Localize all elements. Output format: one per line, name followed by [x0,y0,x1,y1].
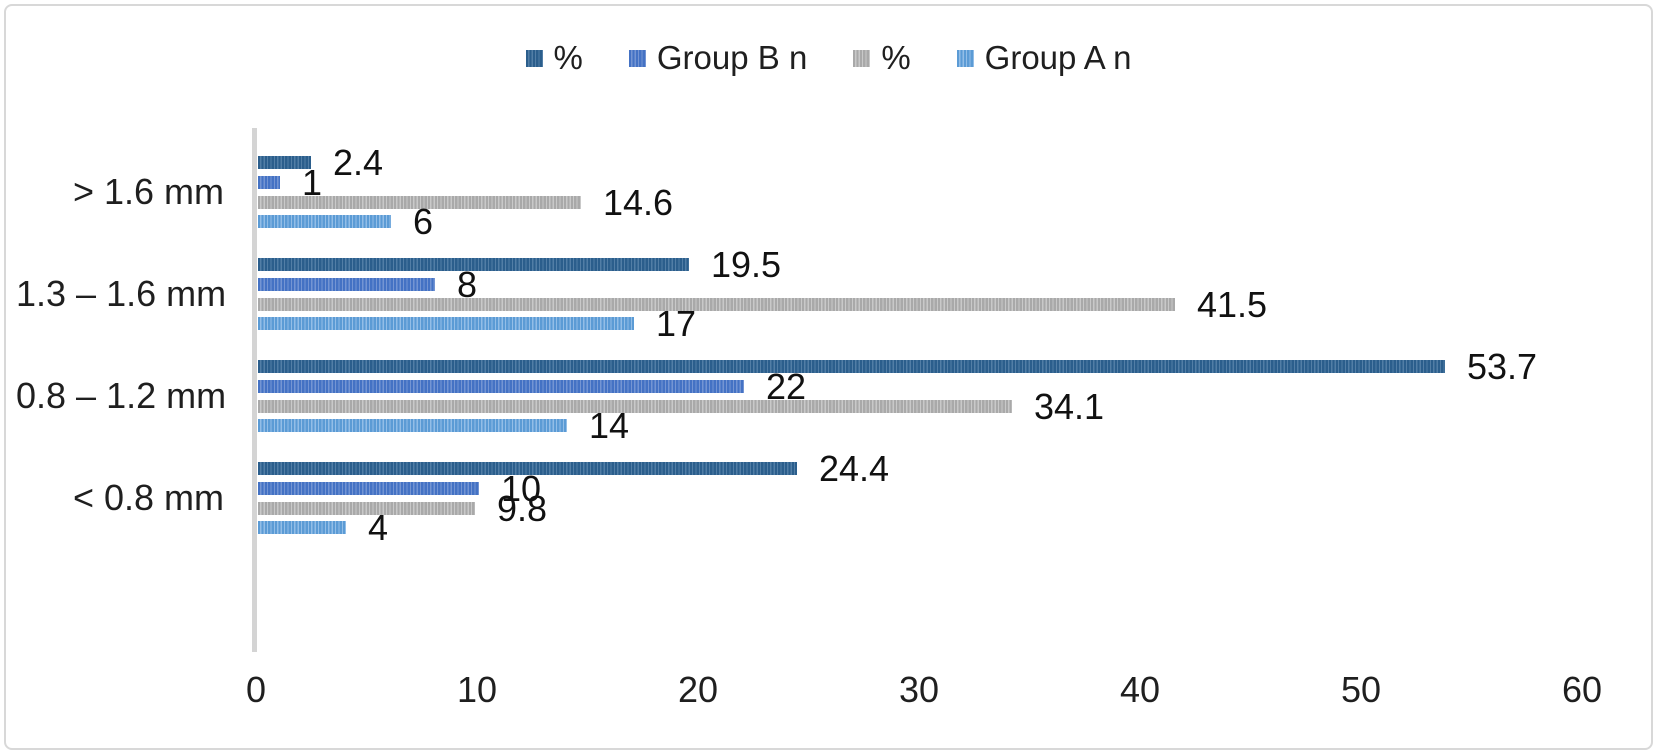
bar-label: 8 [457,264,478,305]
legend-label: % [881,39,911,76]
bar-%-cat2 [258,360,1445,373]
x-tick-label: 30 [898,669,940,710]
legend-item-series-3: Group A n [956,39,1132,77]
bar-group-a-n-cat0 [258,215,391,228]
bar-group-a-n-cat3 [258,521,346,534]
x-tick-label: 40 [1119,669,1161,710]
bar-group-b-n-cat3 [258,482,479,495]
bar-group-b-n-cat2 [258,380,744,393]
x-tick-label: 60 [1561,669,1603,710]
legend-label: % [553,39,583,76]
bar-label: 9.8 [497,488,548,529]
bar-label: 41.5 [1197,284,1268,325]
bar-group-b-n-cat1 [258,278,435,291]
category-label: > 1.6 mm [72,171,224,212]
bar-label: 14.6 [603,182,674,223]
category-label: 0.8 – 1.2 mm [16,375,227,416]
legend-swatch-icon [628,49,646,67]
bar-%-cat1 [258,298,1175,311]
bar-%-cat1 [258,258,689,271]
bar-group-a-n-cat1 [258,317,634,330]
bar-label: 6 [413,201,434,242]
legend-swatch-icon [525,49,543,67]
legend-item-series-1: Group B n [628,39,808,77]
legend-swatch-icon [956,49,974,67]
bar-label: 2.4 [333,142,384,183]
bar-label: 1 [302,162,323,203]
bar-%-cat3 [258,462,797,475]
legend-label: Group B n [656,39,808,76]
bar-%-cat0 [258,196,581,209]
bar-%-cat3 [258,502,475,515]
bar-label: 14 [589,405,630,446]
legend-item-series-0: % [525,39,583,77]
x-tick-label: 20 [677,669,719,710]
y-axis-line [252,128,257,652]
bar-%-cat2 [258,400,1012,413]
bar-label: 19.5 [711,244,782,285]
category-label: 1.3 – 1.6 mm [16,273,227,314]
legend-swatch-icon [853,49,871,67]
category-label: < 0.8 mm [72,477,224,518]
bar-label: 53.7 [1467,346,1538,387]
x-tick-label: 50 [1340,669,1382,710]
chart-frame [4,4,1653,750]
x-tick-label: 0 [245,669,267,710]
bar-label: 17 [656,303,697,344]
bar-%-cat0 [258,156,311,169]
x-tick-label: 10 [456,669,498,710]
bar-group-a-n-cat2 [258,419,567,432]
bar-label: 4 [368,507,389,548]
legend-item-series-2: % [853,39,911,77]
bar-group-b-n-cat0 [258,176,280,189]
legend: % Group B n% Group A n [0,34,1657,82]
legend-label: Group A n [984,39,1132,76]
bar-label: 24.4 [819,448,890,489]
bar-label: 34.1 [1034,386,1105,427]
bar-label: 10 [501,468,542,509]
